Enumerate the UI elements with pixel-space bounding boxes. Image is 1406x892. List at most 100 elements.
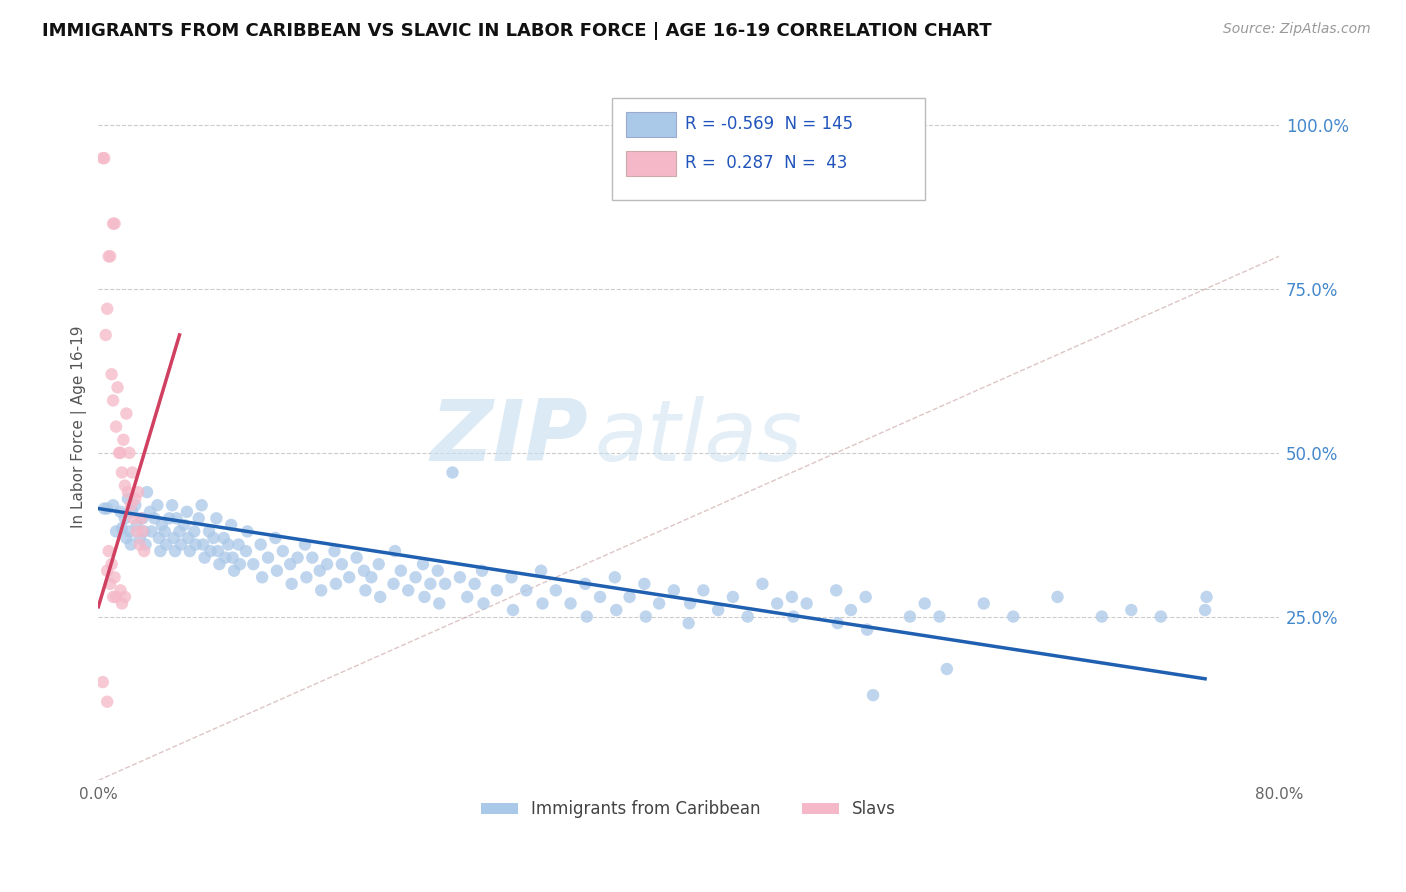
Point bbox=[157, 511, 180, 525]
Point bbox=[91, 151, 114, 165]
Point bbox=[396, 583, 419, 598]
Point bbox=[249, 537, 271, 551]
Point bbox=[177, 531, 200, 545]
Point bbox=[122, 511, 145, 525]
Point bbox=[389, 564, 412, 578]
Point bbox=[384, 544, 406, 558]
Point bbox=[97, 544, 120, 558]
Point bbox=[294, 537, 316, 551]
Point bbox=[1121, 603, 1143, 617]
Point bbox=[96, 501, 118, 516]
Point bbox=[124, 498, 146, 512]
Point bbox=[737, 609, 759, 624]
Text: IMMIGRANTS FROM CARIBBEAN VS SLAVIC IN LABOR FORCE | AGE 16-19 CORRELATION CHART: IMMIGRANTS FROM CARIBBEAN VS SLAVIC IN L… bbox=[42, 22, 991, 40]
Point bbox=[515, 583, 537, 598]
Point bbox=[183, 524, 205, 539]
Point bbox=[224, 564, 246, 578]
Point bbox=[316, 557, 339, 571]
Point bbox=[221, 550, 243, 565]
Point bbox=[914, 597, 936, 611]
Point bbox=[107, 380, 129, 394]
Point bbox=[346, 550, 368, 565]
Point bbox=[308, 564, 330, 578]
Point bbox=[136, 485, 159, 500]
Point bbox=[236, 524, 259, 539]
Text: R =  0.287  N =  43: R = 0.287 N = 43 bbox=[685, 153, 848, 172]
Point bbox=[125, 517, 148, 532]
Point bbox=[413, 590, 436, 604]
Point bbox=[1194, 603, 1216, 617]
Point bbox=[148, 531, 170, 545]
Point bbox=[128, 531, 150, 545]
Point bbox=[354, 583, 377, 598]
Point bbox=[100, 368, 122, 382]
Point bbox=[419, 577, 441, 591]
Point bbox=[105, 590, 128, 604]
Point bbox=[603, 570, 626, 584]
Point bbox=[176, 505, 198, 519]
Point bbox=[179, 544, 201, 558]
Point bbox=[973, 597, 995, 611]
Point bbox=[143, 511, 166, 525]
Point bbox=[169, 524, 191, 539]
Point bbox=[146, 498, 169, 512]
Point bbox=[266, 564, 288, 578]
Bar bbox=[626, 151, 676, 176]
Point bbox=[472, 597, 495, 611]
Bar bbox=[626, 112, 676, 136]
Point bbox=[295, 570, 318, 584]
Point bbox=[1091, 609, 1114, 624]
Point bbox=[120, 498, 142, 512]
Point bbox=[502, 603, 524, 617]
Point bbox=[214, 550, 236, 565]
Point bbox=[110, 446, 132, 460]
Point bbox=[560, 597, 582, 611]
Text: Source: ZipAtlas.com: Source: ZipAtlas.com bbox=[1223, 22, 1371, 37]
Point bbox=[207, 544, 229, 558]
Point bbox=[139, 505, 162, 519]
Point bbox=[108, 446, 131, 460]
Point bbox=[707, 603, 730, 617]
Point bbox=[96, 695, 118, 709]
Point bbox=[111, 597, 134, 611]
Point bbox=[160, 498, 183, 512]
Point bbox=[250, 570, 273, 584]
Point bbox=[257, 550, 280, 565]
Point bbox=[360, 570, 382, 584]
Point bbox=[456, 590, 478, 604]
Point bbox=[96, 301, 118, 316]
Point bbox=[679, 597, 702, 611]
Point bbox=[634, 609, 657, 624]
Point bbox=[205, 511, 228, 525]
Point bbox=[118, 446, 141, 460]
Point bbox=[662, 583, 685, 598]
Point bbox=[1150, 609, 1173, 624]
Point bbox=[118, 524, 141, 539]
Point bbox=[128, 537, 150, 551]
Point bbox=[856, 623, 879, 637]
Point bbox=[648, 597, 671, 611]
Point bbox=[162, 531, 184, 545]
Point bbox=[368, 590, 391, 604]
Point bbox=[619, 590, 641, 604]
Legend: Immigrants from Caribbean, Slavs: Immigrants from Caribbean, Slavs bbox=[474, 794, 903, 825]
Point bbox=[574, 577, 596, 591]
Point bbox=[219, 517, 242, 532]
Point bbox=[98, 249, 121, 263]
Point bbox=[115, 407, 138, 421]
Point bbox=[530, 564, 553, 578]
Point bbox=[323, 544, 346, 558]
Point bbox=[412, 557, 434, 571]
Point bbox=[229, 557, 252, 571]
Point bbox=[242, 557, 264, 571]
Point bbox=[97, 249, 120, 263]
Point bbox=[190, 498, 212, 512]
Point bbox=[173, 517, 195, 532]
Point bbox=[93, 151, 115, 165]
Point bbox=[132, 544, 155, 558]
Text: atlas: atlas bbox=[595, 396, 803, 479]
Point bbox=[825, 583, 848, 598]
Point bbox=[827, 616, 849, 631]
Point bbox=[782, 609, 804, 624]
Point bbox=[155, 537, 177, 551]
